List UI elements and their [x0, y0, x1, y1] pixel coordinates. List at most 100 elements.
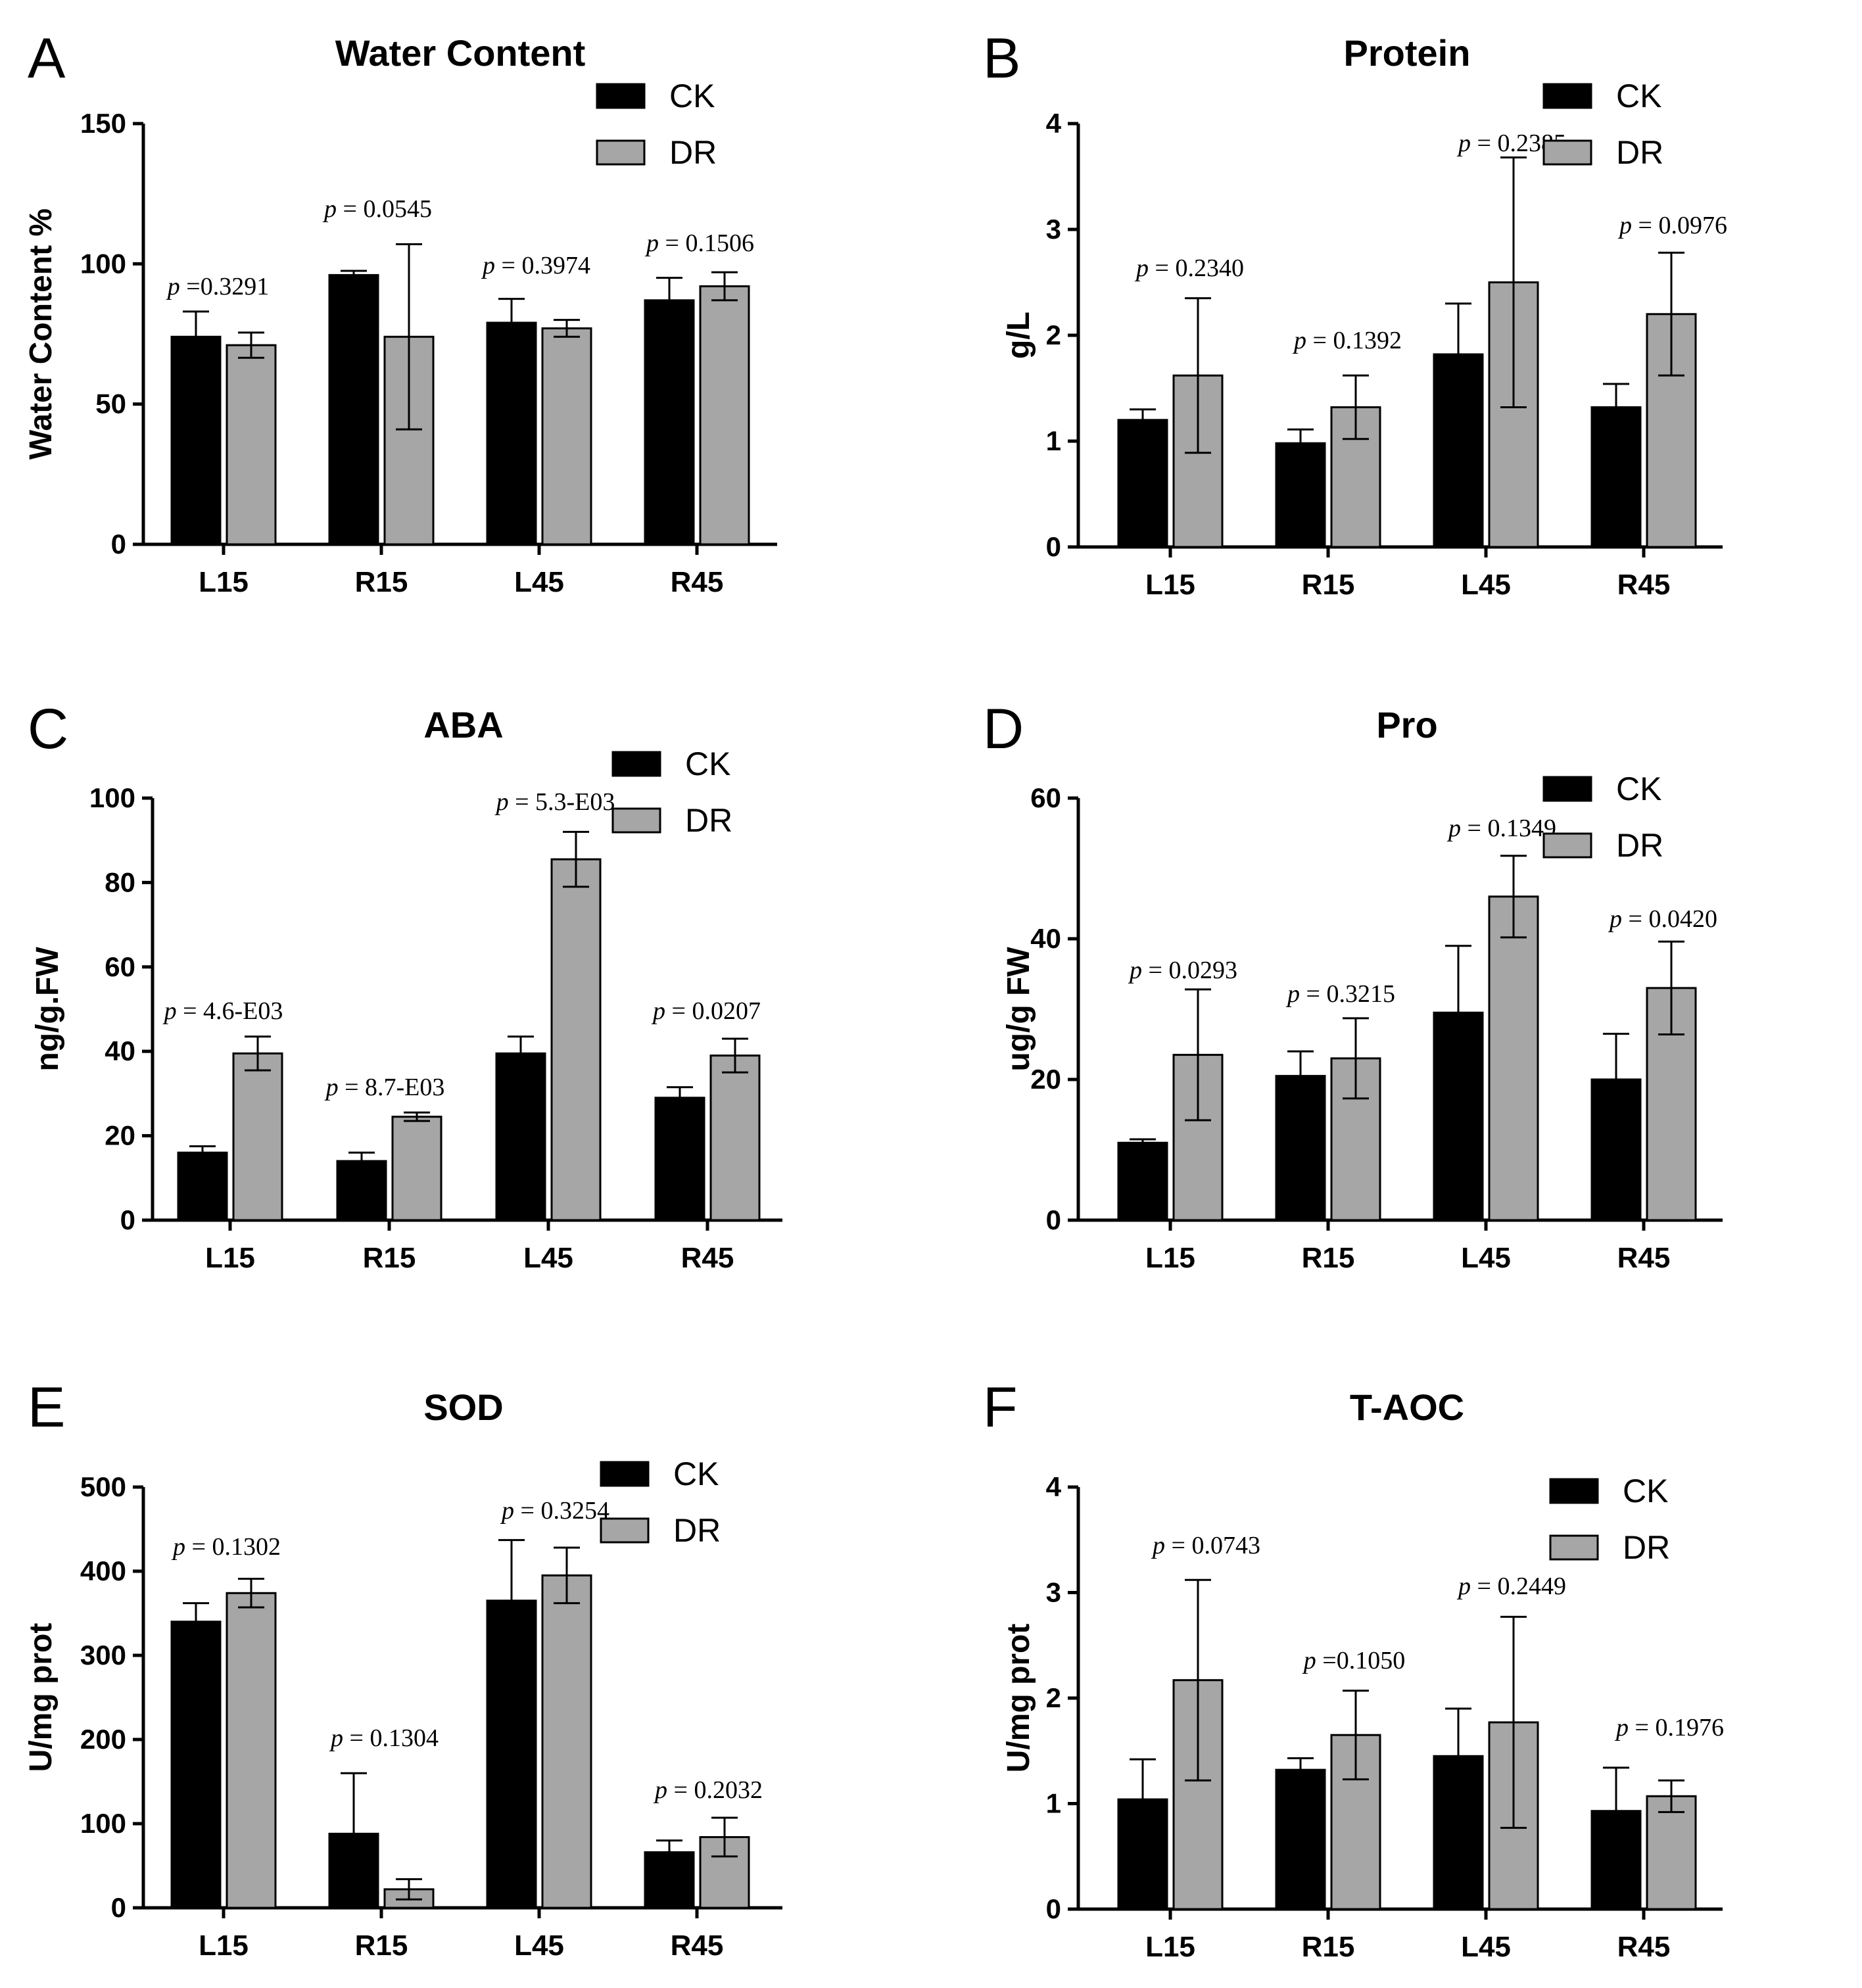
legend-label: DR [1623, 1529, 1670, 1566]
panel-letter: D [983, 698, 1024, 761]
legend-label: DR [685, 802, 732, 839]
y-tick-label: 50 [95, 389, 126, 419]
y-axis-label: ng/g.FW [30, 947, 65, 1072]
x-tick-label: L15 [1145, 569, 1195, 601]
y-tick-label: 0 [111, 1892, 126, 1923]
x-tick-label: R15 [1302, 569, 1355, 601]
bar-ck [654, 1097, 705, 1221]
p-value-annotation: p = 0.3254 [500, 1497, 609, 1525]
y-tick-label: 0 [120, 1204, 135, 1235]
p-value-annotation: p = 0.2449 [1456, 1573, 1566, 1600]
y-tick-label: 500 [80, 1471, 126, 1502]
bar-ck [177, 1151, 228, 1221]
p-value-annotation: p = 0.0545 [322, 195, 432, 223]
p-value-annotation: p = 0.1506 [644, 229, 754, 257]
x-tick-label: L45 [1461, 1931, 1511, 1963]
p-value-annotation: p = 0.0207 [651, 997, 761, 1025]
panel-d: D Pro ug/g FW 0 20 40 60 L15 p = 0.0293 R15 p = 0.… [983, 698, 1723, 1274]
y-tick-label: 2 [1046, 320, 1061, 350]
panel-letter: F [983, 1376, 1018, 1439]
chart-title: T-AOC [1350, 1386, 1464, 1428]
x-tick-label: R45 [671, 566, 724, 598]
y-tick-label: 4 [1046, 108, 1062, 139]
panel-b: B Protein g/L 0 1 2 3 4 L15 p = 0.2340 R15 p = 0.13… [983, 27, 1727, 601]
bar-ck [336, 1160, 387, 1221]
chart-title: ABA [423, 704, 503, 746]
bar-dr [699, 285, 750, 546]
bar-ck [170, 335, 222, 546]
y-tick-label: 40 [105, 1035, 135, 1066]
legend-label: CK [1616, 78, 1661, 114]
chart-title: Pro [1376, 704, 1437, 746]
p-value-annotation: p = 0.0976 [1617, 212, 1727, 239]
x-tick-label: L45 [1461, 569, 1511, 601]
y-tick-label: 20 [105, 1120, 135, 1151]
x-tick-label: L15 [1145, 1242, 1195, 1274]
bar-dr [709, 1054, 761, 1221]
legend-swatch-ck [1549, 1478, 1599, 1504]
p-value-annotation: p = 0.1976 [1614, 1714, 1724, 1741]
y-axis-label: U/mg prot [24, 1623, 59, 1772]
chart-title: SOD [423, 1386, 503, 1428]
bar-dr [1646, 1795, 1697, 1910]
y-tick-label: 300 [80, 1640, 126, 1670]
y-tick-label: 400 [80, 1555, 126, 1586]
y-tick-label: 4 [1046, 1471, 1062, 1502]
x-tick-label: R45 [1617, 569, 1671, 601]
x-tick-label: L45 [514, 566, 564, 598]
y-tick-label: 60 [1030, 782, 1061, 813]
y-tick-label: 150 [80, 108, 126, 139]
legend-swatch-dr [611, 807, 661, 834]
y-tick-label: 3 [1046, 214, 1061, 245]
p-value-annotation: p = 0.0420 [1608, 905, 1717, 933]
x-tick-label: R45 [1617, 1931, 1671, 1963]
x-tick-label: R15 [355, 1929, 408, 1962]
panel-f: F T-AOC U/mg prot 0 1 2 3 4 L15 p = 0.0743 R15 p =0… [983, 1376, 1724, 1963]
p-value-annotation: p =0.3291 [166, 273, 269, 300]
x-tick-label: R45 [671, 1929, 724, 1962]
legend-label: CK [1616, 770, 1661, 807]
y-axis-label: U/mg prot [1001, 1624, 1036, 1773]
legend-swatch-dr [1542, 139, 1592, 166]
p-value-annotation: p = 8.7-E03 [324, 1074, 445, 1101]
bar-ck [1275, 442, 1326, 548]
legend-swatch-dr [596, 139, 646, 166]
legend-swatch-dr [1549, 1534, 1599, 1561]
chart-title: Protein [1344, 32, 1471, 74]
panel-c: C ABA ng/g.FW 0 20 40 60 80 100 L15 p = 4.6-E03 R15… [28, 698, 782, 1274]
legend-label: DR [1616, 134, 1663, 171]
bar-ck [1275, 1768, 1326, 1910]
chart-title: Water Content [335, 32, 586, 74]
y-tick-label: 2 [1046, 1682, 1061, 1713]
p-value-annotation: p = 0.1302 [171, 1533, 281, 1561]
y-tick-label: 0 [111, 529, 126, 559]
y-tick-label: 100 [89, 782, 135, 813]
x-tick-label: L45 [1461, 1242, 1511, 1274]
bar-dr [232, 1052, 283, 1221]
y-tick-label: 0 [1046, 1893, 1061, 1924]
bar-dr [391, 1116, 442, 1221]
p-value-annotation: p = 0.1392 [1292, 327, 1402, 354]
legend-label: DR [669, 134, 717, 171]
p-value-annotation: p = 0.1304 [329, 1724, 439, 1752]
x-tick-label: L15 [199, 566, 249, 598]
y-tick-label: 60 [105, 951, 135, 982]
x-tick-label: R15 [363, 1242, 416, 1274]
panel-letter: A [28, 27, 66, 90]
x-tick-label: L15 [1145, 1931, 1195, 1963]
p-value-annotation: p = 4.6-E03 [162, 997, 283, 1025]
bar-ck [1117, 1141, 1168, 1221]
p-value-annotation: p = 5.3-E03 [494, 788, 615, 816]
p-value-annotation: p = 0.3215 [1285, 980, 1395, 1008]
x-tick-label: R45 [681, 1242, 734, 1274]
bar-dr [550, 858, 602, 1221]
legend-swatch-ck [1542, 776, 1592, 802]
legend-swatch-dr [600, 1517, 650, 1544]
bar-dr [1488, 895, 1539, 1221]
p-value-annotation: p = 0.2032 [653, 1776, 763, 1804]
legend-swatch-dr [1542, 832, 1592, 859]
panel-letter: E [28, 1376, 65, 1439]
legend-label: CK [669, 78, 715, 114]
y-tick-label: 0 [1046, 531, 1061, 562]
